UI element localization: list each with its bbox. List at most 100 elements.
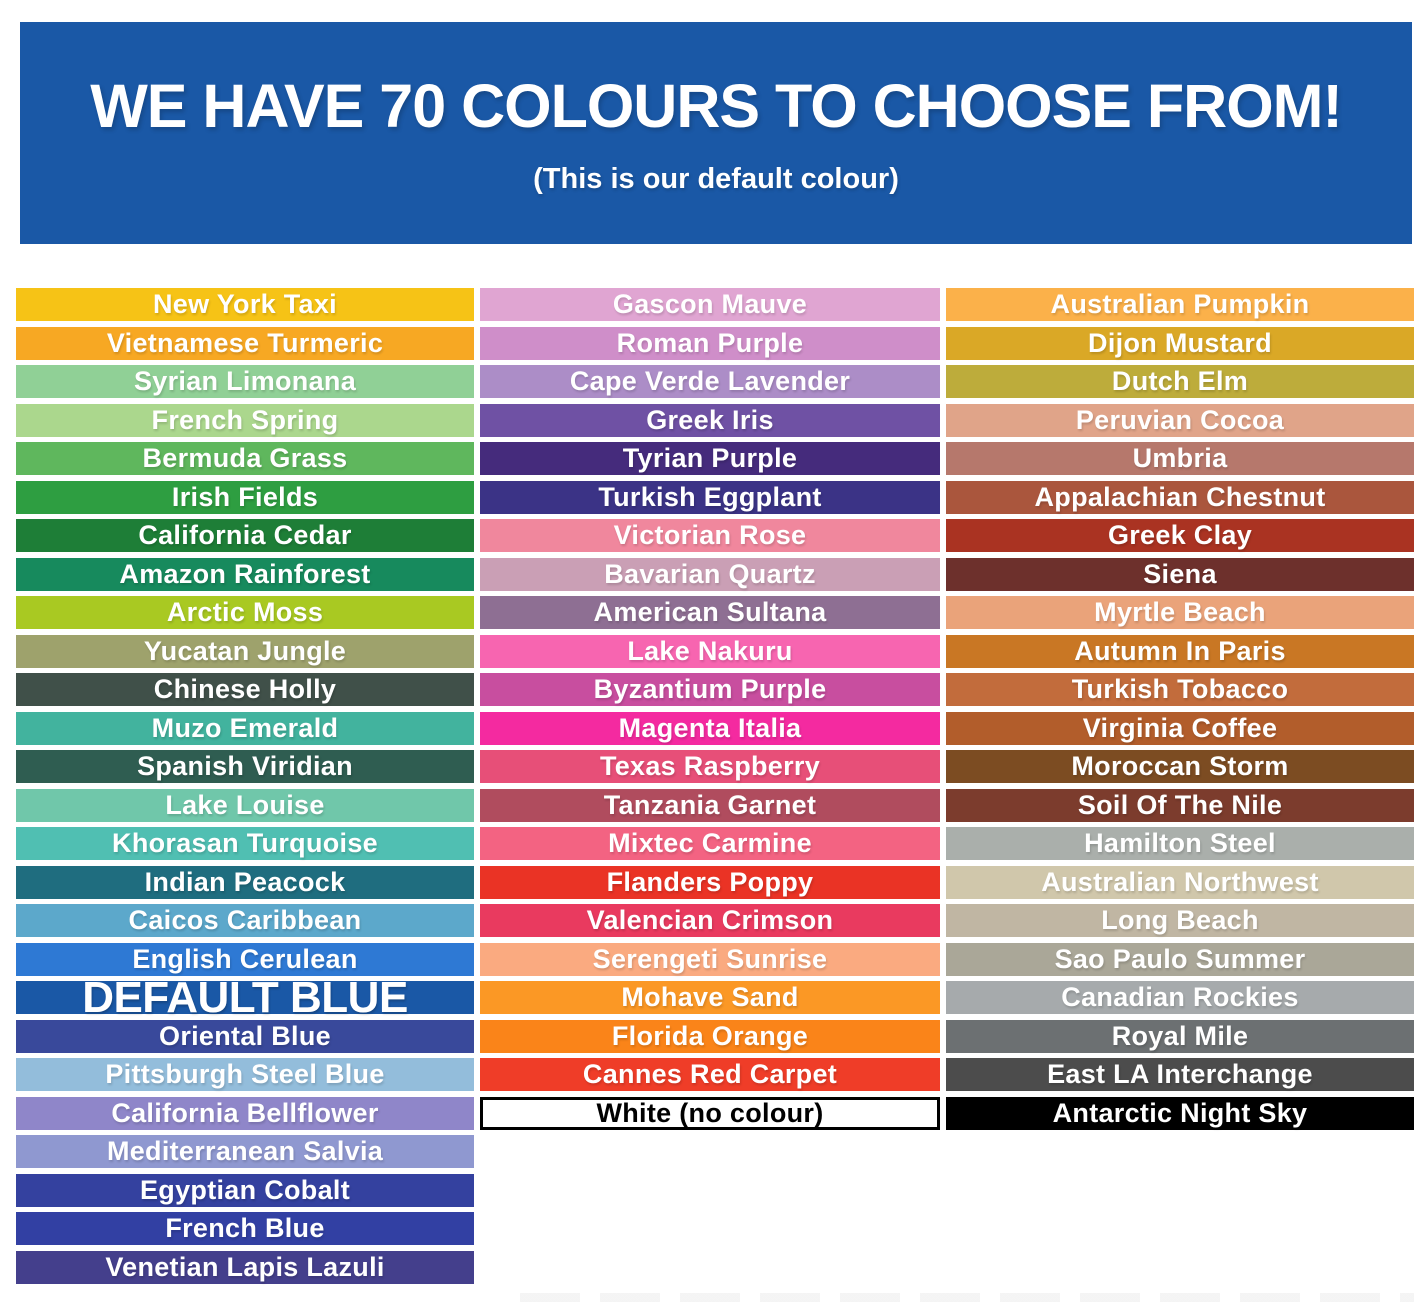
colour-swatch-pittsburgh-steel-blue[interactable]: Pittsburgh Steel Blue (16, 1058, 474, 1091)
colour-swatch-california-cedar[interactable]: California Cedar (16, 519, 474, 552)
swatch-label: Mohave Sand (621, 982, 799, 1012)
colour-swatch-irish-fields[interactable]: Irish Fields (16, 480, 474, 514)
colour-swatch-texas-raspberry[interactable]: Texas Raspberry (480, 750, 940, 783)
colour-swatch-spanish-viridian[interactable]: Spanish Viridian (16, 750, 474, 783)
swatch-label: Mixtec Carmine (608, 828, 812, 858)
colour-swatch-greek-clay[interactable]: Greek Clay (946, 519, 1414, 552)
swatch-label: Texas Raspberry (599, 751, 821, 781)
colour-swatch-new-york-taxi[interactable]: New York Taxi (16, 288, 474, 321)
swatch-label: DEFAULT BLUE (82, 973, 408, 1022)
colour-swatch-magenta-italia[interactable]: Magenta Italia (480, 711, 940, 745)
swatch-label: Florida Orange (611, 1020, 809, 1051)
colour-swatch-myrtle-beach[interactable]: Myrtle Beach (946, 596, 1414, 629)
colour-swatch-chinese-holly[interactable]: Chinese Holly (16, 673, 474, 706)
colour-swatch-siena[interactable]: Siena (946, 557, 1414, 591)
colour-swatch-serengeti-sunrise[interactable]: Serengeti Sunrise (480, 942, 940, 976)
colour-swatch-yucatan-jungle[interactable]: Yucatan Jungle (16, 634, 474, 668)
colour-swatch-valencian-crimson[interactable]: Valencian Crimson (480, 904, 940, 937)
colour-swatch-virginia-coffee[interactable]: Virginia Coffee (946, 711, 1414, 745)
colour-swatch-peruvian-cocoa[interactable]: Peruvian Cocoa (946, 403, 1414, 437)
colour-swatch-mediterranean-salvia[interactable]: Mediterranean Salvia (16, 1135, 474, 1168)
swatch-label: Appalachian Chestnut (1034, 481, 1326, 512)
colour-swatch-venetian-lapis-lazuli[interactable]: Venetian Lapis Lazuli (16, 1250, 474, 1284)
colour-swatch-royal-mile[interactable]: Royal Mile (946, 1019, 1414, 1053)
colour-swatch-indian-peacock[interactable]: Indian Peacock (16, 865, 474, 899)
colour-swatch-vietnamese-turmeric[interactable]: Vietnamese Turmeric (16, 326, 474, 360)
colour-swatch-byzantium-purple[interactable]: Byzantium Purple (480, 673, 940, 706)
colour-swatch-canadian-rockies[interactable]: Canadian Rockies (946, 981, 1414, 1014)
colour-swatch-moroccan-storm[interactable]: Moroccan Storm (946, 750, 1414, 783)
colour-swatch-australian-northwest[interactable]: Australian Northwest (946, 865, 1414, 899)
colour-swatch-antarctic-night-sky[interactable]: Antarctic Night Sky (946, 1096, 1414, 1130)
colour-swatch-muzo-emerald[interactable]: Muzo Emerald (16, 711, 474, 745)
colour-swatch-khorasan-turquoise[interactable]: Khorasan Turquoise (16, 827, 474, 860)
swatch-label: Greek Clay (1107, 520, 1253, 550)
swatch-label: Greek Iris (646, 404, 774, 435)
swatch-label: Cape Verde Lavender (569, 366, 851, 396)
swatch-label: Indian Peacock (144, 866, 346, 897)
colour-swatch-french-blue[interactable]: French Blue (16, 1212, 474, 1245)
swatch-label: Serengeti Sunrise (592, 943, 828, 974)
colour-swatch-roman-purple[interactable]: Roman Purple (480, 326, 940, 360)
colour-swatch-victorian-rose[interactable]: Victorian Rose (480, 519, 940, 552)
colour-swatch-arctic-moss[interactable]: Arctic Moss (16, 596, 474, 629)
swatch-column-1: New York Taxi Vietnamese Turmeric Syrian L… (16, 288, 474, 1284)
colour-swatch-bermuda-grass[interactable]: Bermuda Grass (16, 442, 474, 475)
colour-swatch-autumn-in-paris[interactable]: Autumn In Paris (946, 634, 1414, 668)
colour-swatch-sao-paulo-summer[interactable]: Sao Paulo Summer (946, 942, 1414, 976)
colour-swatch-amazon-rainforest[interactable]: Amazon Rainforest (16, 557, 474, 591)
colour-swatch-flanders-poppy[interactable]: Flanders Poppy (480, 865, 940, 899)
swatch-label: Long Beach (1101, 905, 1259, 935)
colour-swatch-australian-pumpkin[interactable]: Australian Pumpkin (946, 288, 1414, 321)
colour-swatch-appalachian-chestnut[interactable]: Appalachian Chestnut (946, 480, 1414, 514)
swatch-label: Egyptian Cobalt (139, 1174, 350, 1205)
colour-swatch-lake-louise[interactable]: Lake Louise (16, 788, 474, 822)
colour-swatch-dijon-mustard[interactable]: Dijon Mustard (946, 326, 1414, 360)
colour-swatch-egyptian-cobalt[interactable]: Egyptian Cobalt (16, 1173, 474, 1207)
colour-swatch-gascon-mauve[interactable]: Gascon Mauve (480, 288, 940, 321)
colour-swatch-umbria[interactable]: Umbria (946, 442, 1414, 475)
header-banner: WE HAVE 70 COLOURS TO CHOOSE FROM! (This… (20, 22, 1412, 244)
swatch-label: Khorasan Turquoise (112, 828, 378, 858)
colour-swatch-hamilton-steel[interactable]: Hamilton Steel (946, 827, 1414, 860)
swatch-label: Canadian Rockies (1061, 982, 1299, 1012)
colour-swatch-cape-verde-lavender[interactable]: Cape Verde Lavender (480, 365, 940, 398)
colour-swatch-tyrian-purple[interactable]: Tyrian Purple (480, 442, 940, 475)
colour-swatch-oriental-blue[interactable]: Oriental Blue (16, 1019, 474, 1053)
swatch-label: Chinese Holly (153, 674, 337, 704)
colour-swatch-caicos-caribbean[interactable]: Caicos Caribbean (16, 904, 474, 937)
colour-swatch-mohave-sand[interactable]: Mohave Sand (480, 981, 940, 1014)
swatch-label: Australian Northwest (1041, 866, 1319, 897)
colour-swatch-california-bellflower[interactable]: California Bellflower (16, 1096, 474, 1130)
colour-swatch-tanzania-garnet[interactable]: Tanzania Garnet (480, 788, 940, 822)
colour-swatch-syrian-limonana[interactable]: Syrian Limonana (16, 365, 474, 398)
colour-swatch-cannes-red-carpet[interactable]: Cannes Red Carpet (480, 1058, 940, 1091)
colour-swatch-english-cerulean[interactable]: English Cerulean (16, 942, 474, 976)
colour-swatch-american-sultana[interactable]: American Sultana (480, 596, 940, 629)
swatch-label: French Blue (165, 1213, 325, 1243)
colour-swatch-white-no-colour[interactable]: White (no colour) (480, 1096, 940, 1130)
colour-swatch-french-spring[interactable]: French Spring (16, 403, 474, 437)
swatch-label: Roman Purple (616, 327, 804, 358)
swatch-label: Antarctic Night Sky (1052, 1097, 1308, 1128)
colour-swatch-lake-nakuru[interactable]: Lake Nakuru (480, 634, 940, 668)
colour-swatch-greek-iris[interactable]: Greek Iris (480, 403, 940, 437)
colour-swatch-turkish-eggplant[interactable]: Turkish Eggplant (480, 480, 940, 514)
colour-swatch-soil-of-the-nile[interactable]: Soil Of The Nile (946, 788, 1414, 822)
colour-swatch-dutch-elm[interactable]: Dutch Elm (946, 365, 1414, 398)
colour-swatch-default-blue[interactable]: DEFAULT BLUE (16, 973, 474, 1022)
colour-swatch-florida-orange[interactable]: Florida Orange (480, 1019, 940, 1053)
colour-swatch-turkish-tobacco[interactable]: Turkish Tobacco (946, 673, 1414, 706)
colour-swatch-mixtec-carmine[interactable]: Mixtec Carmine (480, 827, 940, 860)
swatch-label: Siena (1143, 558, 1217, 589)
swatch-label: Myrtle Beach (1094, 597, 1266, 627)
swatch-label: Byzantium Purple (593, 674, 827, 704)
swatch-label: Umbria (1132, 443, 1228, 473)
colour-swatch-east-la-interchange[interactable]: East LA Interchange (946, 1058, 1414, 1091)
swatch-label: Sao Paulo Summer (1054, 943, 1306, 974)
colour-swatch-long-beach[interactable]: Long Beach (946, 904, 1414, 937)
swatch-label: Oriental Blue (159, 1020, 331, 1051)
colour-swatch-bavarian-quartz[interactable]: Bavarian Quartz (480, 557, 940, 591)
page-subtitle: (This is our default colour) (533, 162, 899, 195)
footer-watermark-strip (520, 1293, 1414, 1302)
